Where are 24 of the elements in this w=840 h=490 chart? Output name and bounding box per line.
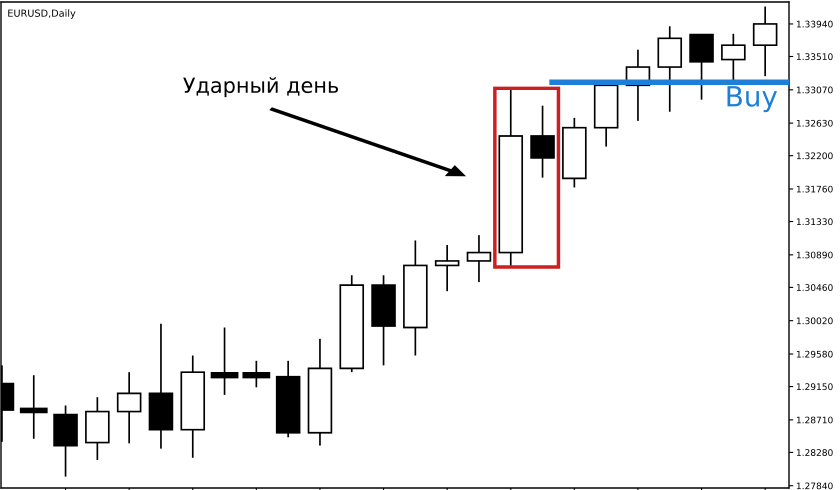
candlestick <box>530 104 555 178</box>
y-tick-label: 1.29580 <box>796 350 833 358</box>
annotation: Ударный день <box>183 77 338 98</box>
y-tick-label: 1.31330 <box>796 218 833 226</box>
candlestick <box>721 32 746 81</box>
text: EURUSD,Daily <box>8 9 76 19</box>
candlestick <box>116 371 142 444</box>
y-tick-label: 1.31760 <box>796 186 833 193</box>
y-tick-label: 1.29150 <box>796 383 833 390</box>
candlestick <box>466 234 492 283</box>
y-tick-label: 1.30460 <box>796 284 833 291</box>
y-tick-label: 1.30890 <box>796 252 833 258</box>
y-tick-label: 1.27840 <box>796 482 833 490</box>
y-tick-label: 1.33940 <box>796 20 833 28</box>
candlestick <box>752 6 778 78</box>
y-tick-label: 1.30020 <box>796 317 833 324</box>
y-tick-label: 1.33510 <box>796 53 833 60</box>
y-tick-label: 1.28280 <box>796 449 833 456</box>
y-tick-label: 1.32200 <box>796 152 833 160</box>
y-tick-label: 1.32630 <box>796 120 833 127</box>
candlestick <box>434 244 460 292</box>
y-tick-label: 1.33070 <box>796 86 833 94</box>
ref-line-label: Buy <box>727 86 778 112</box>
y-tick-label: 1.28710 <box>796 416 833 424</box>
